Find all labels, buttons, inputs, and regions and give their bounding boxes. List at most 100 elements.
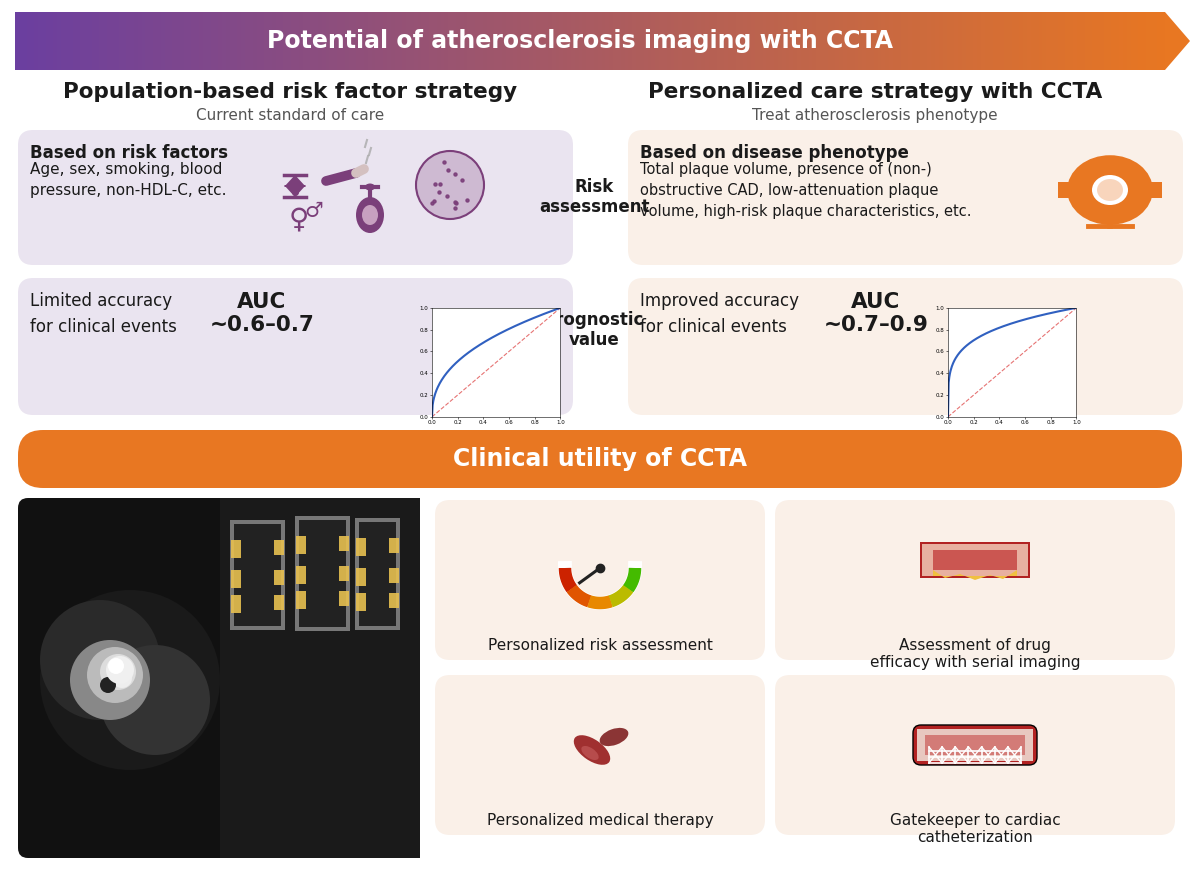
Polygon shape [778, 12, 781, 70]
Polygon shape [433, 12, 437, 70]
Polygon shape [418, 12, 421, 70]
Polygon shape [812, 12, 816, 70]
Polygon shape [391, 12, 395, 70]
Polygon shape [42, 12, 46, 70]
Polygon shape [931, 12, 935, 70]
Polygon shape [287, 12, 292, 70]
Polygon shape [444, 12, 448, 70]
Polygon shape [322, 12, 325, 70]
Polygon shape [154, 12, 157, 70]
Polygon shape [314, 12, 318, 70]
Ellipse shape [600, 728, 629, 746]
Polygon shape [491, 12, 494, 70]
FancyBboxPatch shape [775, 675, 1175, 835]
FancyBboxPatch shape [18, 130, 574, 265]
Circle shape [106, 656, 134, 684]
FancyBboxPatch shape [628, 130, 1183, 265]
Polygon shape [398, 12, 402, 70]
Polygon shape [145, 12, 149, 70]
Polygon shape [858, 12, 862, 70]
Bar [234, 524, 281, 626]
Polygon shape [610, 12, 613, 70]
Circle shape [100, 677, 116, 693]
Bar [230, 570, 241, 588]
Bar [1146, 182, 1162, 198]
Polygon shape [395, 12, 398, 70]
Polygon shape [1123, 12, 1127, 70]
Polygon shape [598, 12, 601, 70]
Polygon shape [559, 12, 563, 70]
Polygon shape [295, 12, 299, 70]
Polygon shape [1019, 12, 1024, 70]
Polygon shape [1130, 12, 1134, 70]
Polygon shape [996, 12, 1000, 70]
Polygon shape [1142, 12, 1146, 70]
Polygon shape [1050, 12, 1054, 70]
Bar [920, 542, 1030, 578]
Circle shape [100, 645, 210, 755]
Polygon shape [284, 175, 306, 187]
Polygon shape [659, 12, 662, 70]
Polygon shape [306, 12, 310, 70]
Polygon shape [284, 185, 306, 197]
Polygon shape [1069, 12, 1073, 70]
Polygon shape [299, 12, 302, 70]
Circle shape [70, 640, 150, 720]
Polygon shape [96, 12, 100, 70]
Polygon shape [91, 12, 96, 70]
Polygon shape [88, 12, 91, 70]
Polygon shape [966, 12, 970, 70]
Ellipse shape [574, 735, 611, 765]
Polygon shape [533, 12, 536, 70]
Polygon shape [820, 12, 824, 70]
Polygon shape [30, 12, 34, 70]
Text: Personalized care strategy with CCTA: Personalized care strategy with CCTA [648, 82, 1102, 102]
Polygon shape [762, 12, 767, 70]
Text: ♂: ♂ [305, 201, 323, 221]
Polygon shape [283, 12, 287, 70]
Polygon shape [636, 12, 640, 70]
Polygon shape [724, 12, 728, 70]
Polygon shape [571, 12, 575, 70]
Polygon shape [26, 12, 30, 70]
Polygon shape [767, 12, 770, 70]
Polygon shape [1015, 12, 1019, 70]
Polygon shape [643, 12, 648, 70]
Polygon shape [410, 12, 414, 70]
Polygon shape [1100, 12, 1104, 70]
FancyBboxPatch shape [913, 725, 1037, 765]
Polygon shape [958, 12, 962, 70]
Polygon shape [364, 12, 367, 70]
Polygon shape [935, 12, 938, 70]
Polygon shape [524, 12, 529, 70]
Text: ♀: ♀ [289, 205, 310, 233]
Polygon shape [1081, 12, 1085, 70]
Polygon shape [360, 12, 364, 70]
Polygon shape [334, 12, 337, 70]
Polygon shape [529, 12, 533, 70]
Polygon shape [341, 12, 344, 70]
Polygon shape [605, 12, 610, 70]
Polygon shape [386, 12, 391, 70]
FancyBboxPatch shape [775, 500, 1175, 660]
Polygon shape [383, 12, 386, 70]
Polygon shape [1057, 12, 1062, 70]
Text: Prognostic
value: Prognostic value [544, 310, 644, 350]
Bar [340, 536, 349, 551]
Polygon shape [494, 12, 498, 70]
Polygon shape [218, 12, 222, 70]
Polygon shape [80, 12, 84, 70]
Polygon shape [482, 12, 486, 70]
Polygon shape [184, 12, 187, 70]
Polygon shape [126, 12, 130, 70]
Polygon shape [1000, 12, 1004, 70]
Polygon shape [896, 12, 900, 70]
Polygon shape [640, 12, 643, 70]
Polygon shape [900, 12, 905, 70]
Polygon shape [748, 12, 751, 70]
Polygon shape [877, 12, 881, 70]
Polygon shape [824, 12, 828, 70]
Polygon shape [49, 12, 53, 70]
Polygon shape [793, 12, 797, 70]
Polygon shape [353, 12, 356, 70]
